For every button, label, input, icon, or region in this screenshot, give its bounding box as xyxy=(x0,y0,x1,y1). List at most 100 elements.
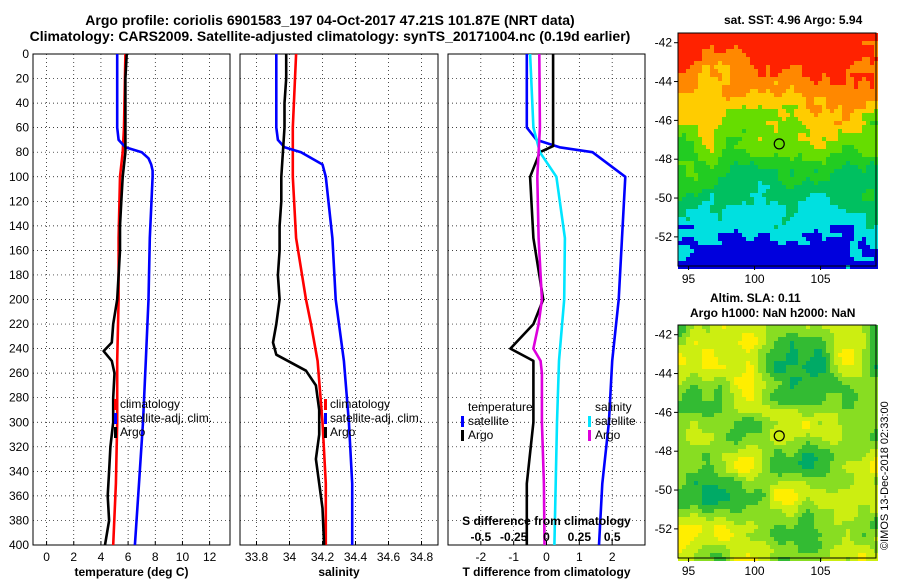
sla-map-cell xyxy=(870,437,874,441)
sst-map-cell xyxy=(866,257,870,261)
sla-map-cell xyxy=(798,325,802,329)
sst-map-cell xyxy=(738,77,742,81)
sst-map-cell xyxy=(682,45,686,49)
sla-map-cell xyxy=(682,393,686,397)
sla-map-cell xyxy=(842,409,846,413)
sst-map-cell xyxy=(842,41,846,45)
sst-map-cell xyxy=(798,169,802,173)
temperature-legend-label: satellite-adj. clim. xyxy=(120,411,212,425)
sst-map-cell xyxy=(814,261,818,265)
sla-map-cell xyxy=(746,333,750,337)
sst-map-cell xyxy=(718,65,722,69)
sla-map-cell xyxy=(794,433,798,437)
sst-map-cell xyxy=(766,221,770,225)
sla-map-cell xyxy=(790,369,794,373)
sst-map-cell xyxy=(798,141,802,145)
sst-map-cell xyxy=(766,137,770,141)
sla-map-cell xyxy=(798,333,802,337)
sst-map-cell xyxy=(826,73,830,77)
sst-map-cell xyxy=(834,257,838,261)
sst-map-cell xyxy=(702,237,706,241)
sst-map-cell xyxy=(782,157,786,161)
sst-map-cell xyxy=(762,105,766,109)
sst-map-cell xyxy=(806,137,810,141)
sla-map-cell xyxy=(778,389,782,393)
sst-map-cell xyxy=(810,117,814,121)
sst-map-cell xyxy=(742,109,746,113)
sst-map-cell xyxy=(830,237,834,241)
sst-map-cell xyxy=(782,225,786,229)
sst-map-cell xyxy=(842,113,846,117)
sla-map-cell xyxy=(758,333,762,337)
sst-map-cell xyxy=(826,193,830,197)
sst-map-cell xyxy=(770,129,774,133)
sst-map-cell xyxy=(738,165,742,169)
sst-map-cell xyxy=(710,241,714,245)
sst-map-cell xyxy=(766,49,770,53)
sla-map-cell xyxy=(766,345,770,349)
sla-map-cell xyxy=(734,461,738,465)
sla-map-cell xyxy=(834,393,838,397)
sst-map-cell xyxy=(850,45,854,49)
sla-map-cell xyxy=(854,341,858,345)
sla-map-cell xyxy=(838,465,842,469)
sst-map-cell xyxy=(734,133,738,137)
sst-map-cell xyxy=(766,265,770,269)
sst-map-cell xyxy=(858,157,862,161)
sst-map-cell xyxy=(758,193,762,197)
sst-map-cell xyxy=(718,145,722,149)
sst-map-cell xyxy=(830,249,834,253)
sla-map-cell xyxy=(838,461,842,465)
sla-map-cell xyxy=(690,357,694,361)
sla-map-cell xyxy=(850,429,854,433)
sst-map-cell xyxy=(742,225,746,229)
sla-map-cell xyxy=(810,453,814,457)
sst-map-cell xyxy=(690,205,694,209)
sst-map-cell xyxy=(850,209,854,213)
sla-map-cell xyxy=(718,345,722,349)
sla-map-cell xyxy=(790,365,794,369)
sst-map-cell xyxy=(742,257,746,261)
sla-map-cell xyxy=(734,401,738,405)
sla-map-cell xyxy=(862,409,866,413)
sla-map-cell xyxy=(766,441,770,445)
sla-map-cell xyxy=(838,445,842,449)
sla-map-cell xyxy=(762,329,766,333)
sst-map-cell xyxy=(770,181,774,185)
sla-map-cell xyxy=(806,421,810,425)
sla-map-cell xyxy=(786,421,790,425)
sst-map-cell xyxy=(698,249,702,253)
sla-map-cell xyxy=(750,409,754,413)
sst-map-cell xyxy=(714,49,718,53)
sla-map-cell xyxy=(862,457,866,461)
sst-map-cell xyxy=(834,189,838,193)
sla-map-cell xyxy=(714,433,718,437)
sla-map-cell xyxy=(858,349,862,353)
sla-map-cell xyxy=(734,421,738,425)
sst-map-cell xyxy=(782,201,786,205)
sst-map-cell xyxy=(750,205,754,209)
sst-map-cell xyxy=(734,85,738,89)
sst-map-cell xyxy=(746,201,750,205)
sst-map-cell xyxy=(786,261,790,265)
sla-map-cell xyxy=(798,353,802,357)
sla-map-cell xyxy=(798,417,802,421)
sst-map-cell xyxy=(838,153,842,157)
sst-map-cell xyxy=(738,57,742,61)
sla-map-cell xyxy=(794,333,798,337)
sst-map-cell xyxy=(854,221,858,225)
sst-map-cell xyxy=(830,113,834,117)
sst-map-cell xyxy=(770,221,774,225)
sst-map-cell xyxy=(838,125,842,129)
sla-map-cell xyxy=(678,353,682,357)
sst-map-cell xyxy=(810,105,814,109)
sla-map-cell xyxy=(766,353,770,357)
sla-map-cell xyxy=(682,441,686,445)
sst-map-cell xyxy=(866,189,870,193)
sla-map-cell xyxy=(698,465,702,469)
sla-map-cell xyxy=(806,373,810,377)
sst-map-cell xyxy=(822,145,826,149)
sst-map-cell xyxy=(730,245,734,249)
sla-map-cell xyxy=(854,357,858,361)
sla-map-cell xyxy=(790,453,794,457)
